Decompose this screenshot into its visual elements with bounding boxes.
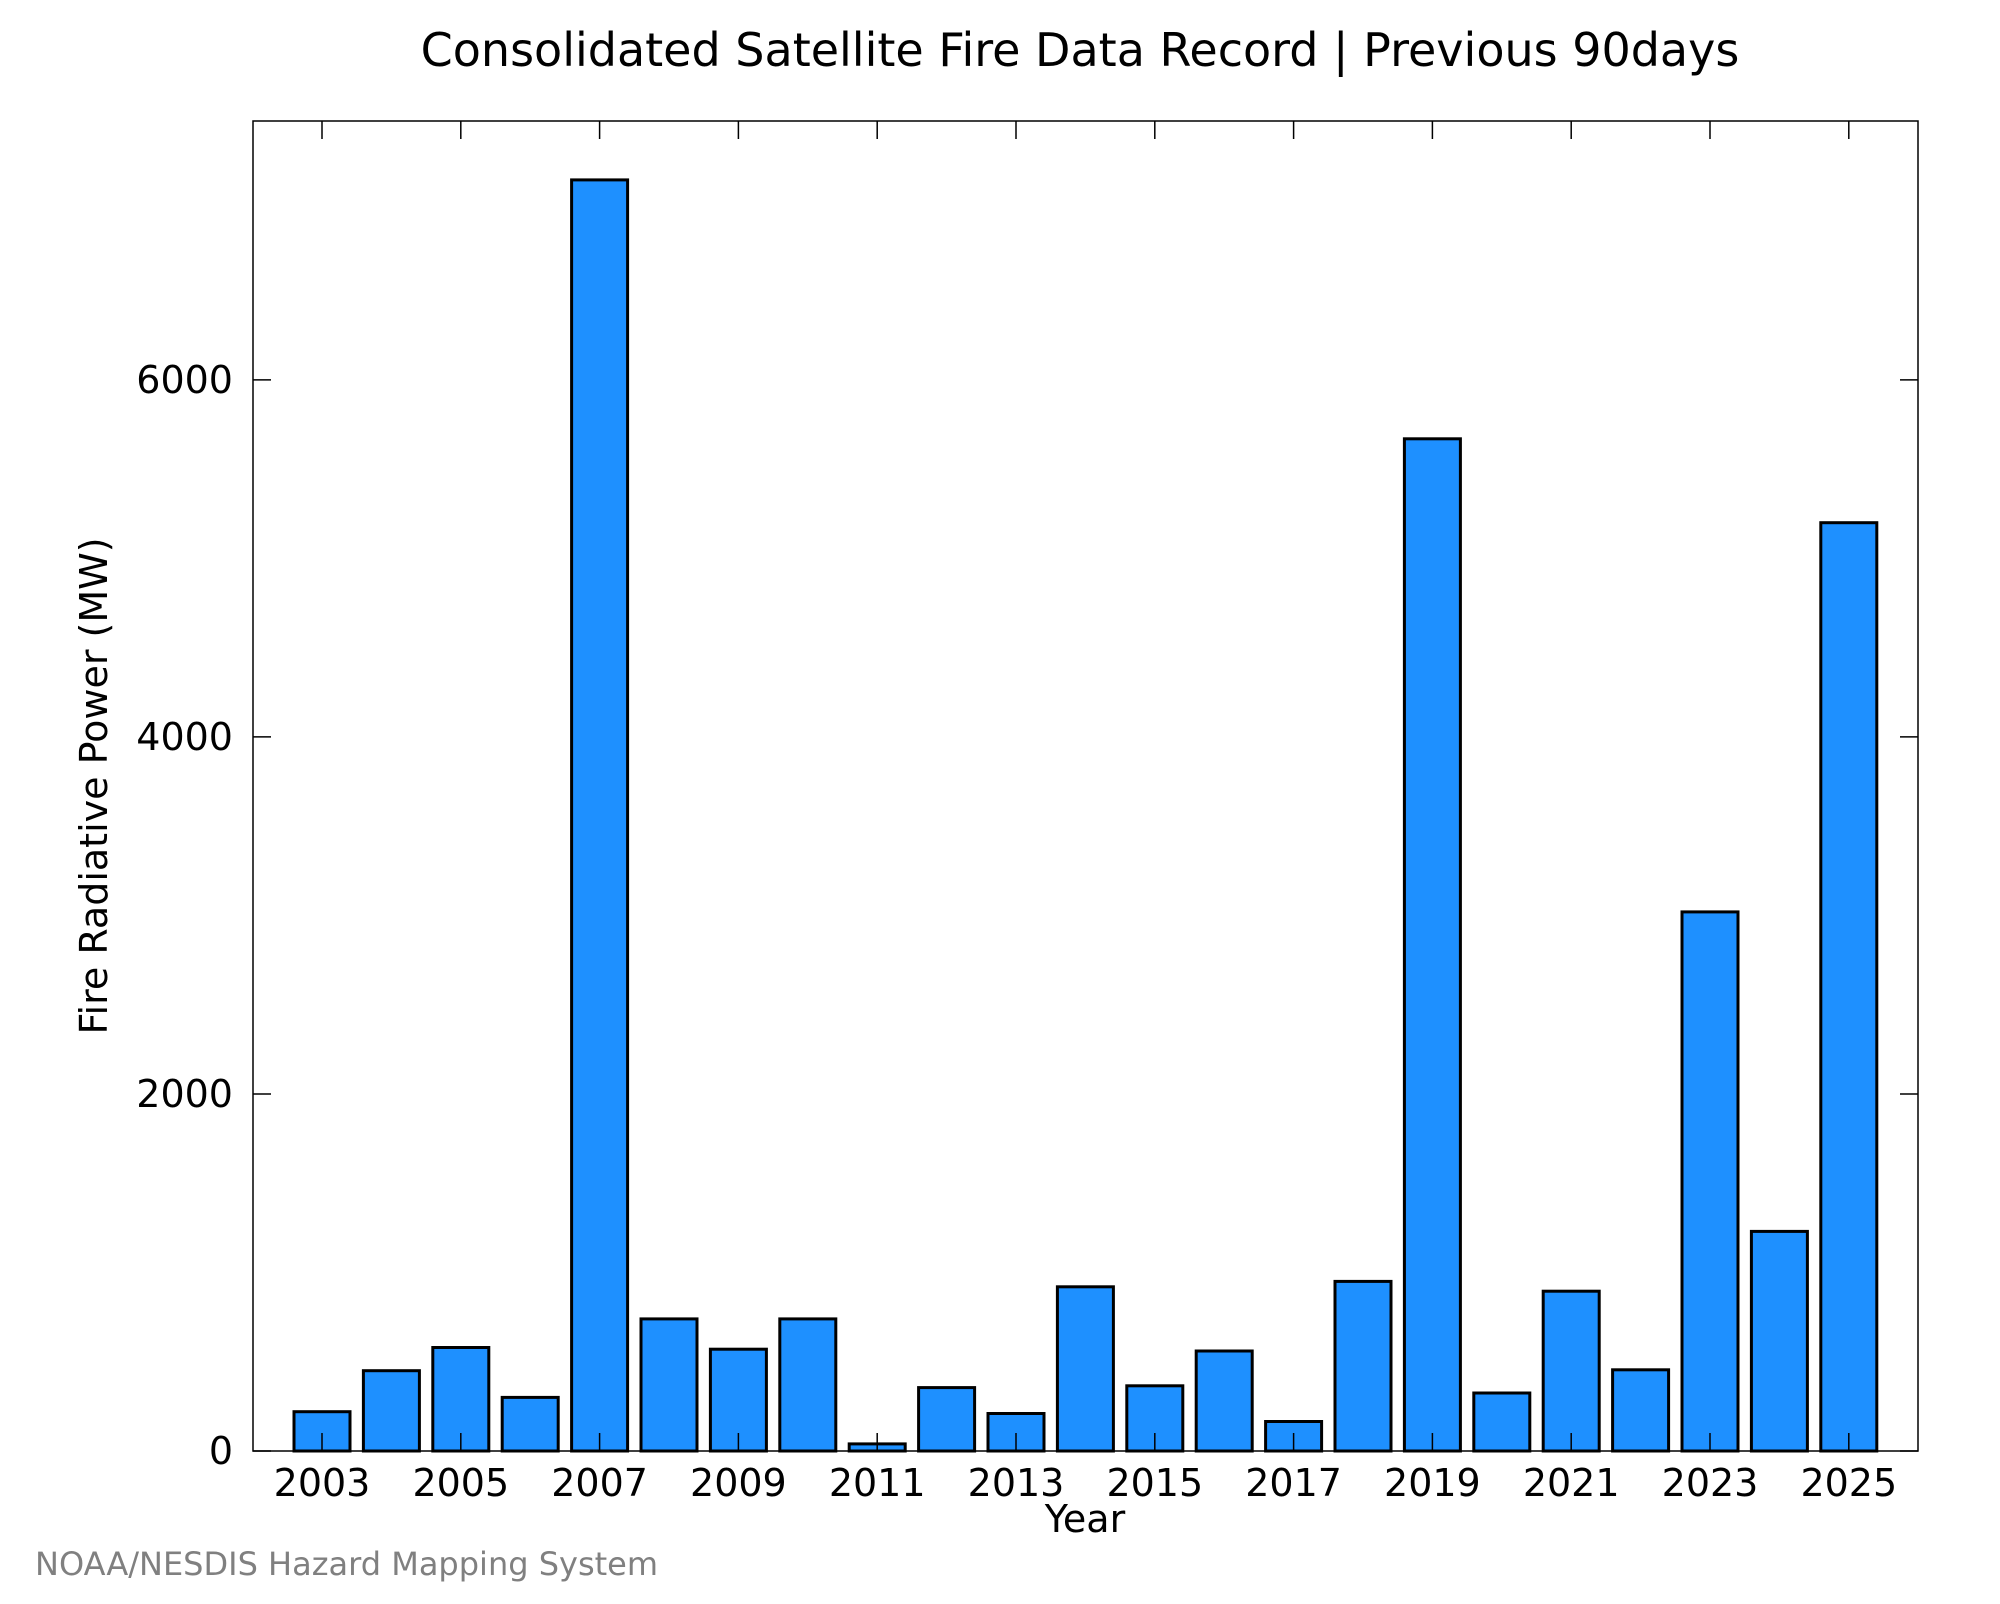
ticks-layer: 0 2000 4000 6000 2003 2005 2007 2009 2011 2013 201… [136,121,1918,1505]
y-axis-label: Fire Radiative Power (MW) [72,537,116,1034]
bar-2018 [1333,1279,1393,1453]
bar-2019 [1402,437,1462,1453]
y-tick-label: 2000 [136,1072,233,1116]
footer-credit: NOAA/NESDIS Hazard Mapping System [35,1545,658,1583]
y-tick-label: 6000 [136,358,233,402]
bar-2006 [500,1395,560,1453]
x-tick-label: 2017 [1245,1461,1342,1505]
x-tick-label: 2019 [1384,1461,1481,1505]
bar-2007 [570,178,630,1453]
chart-title: Consolidated Satellite Fire Data Record … [421,23,1740,78]
x-tick-label: 2013 [968,1461,1065,1505]
x-tick-label: 2009 [690,1461,787,1505]
bar-2022 [1611,1368,1671,1453]
bar-2012 [917,1386,977,1453]
x-tick-label: 2011 [829,1461,926,1505]
bar-2025 [1819,521,1879,1453]
bars-layer [292,178,1879,1453]
bar-2016 [1194,1349,1254,1453]
bar-2010 [778,1317,838,1453]
plot-frame [252,120,1919,1452]
x-tick-label: 2003 [274,1461,371,1505]
x-tick-label: 2023 [1662,1461,1759,1505]
x-tick-label: 2015 [1106,1461,1203,1505]
bar-2014 [1055,1285,1115,1453]
y-tick-label: 4000 [136,715,233,759]
bar-2024 [1749,1229,1809,1453]
bar-2004 [361,1369,421,1453]
x-tick-label: 2021 [1523,1461,1620,1505]
bar-2008 [639,1317,699,1453]
x-tick-label: 2007 [551,1461,648,1505]
x-tick-label: 2005 [412,1461,509,1505]
x-tick-label: 2025 [1800,1461,1897,1505]
bar-2021 [1541,1289,1601,1453]
bar-2020 [1472,1391,1532,1453]
y-tick-label: 0 [209,1429,233,1473]
bar-2023 [1680,910,1740,1453]
x-axis-label: Year [1044,1497,1126,1541]
